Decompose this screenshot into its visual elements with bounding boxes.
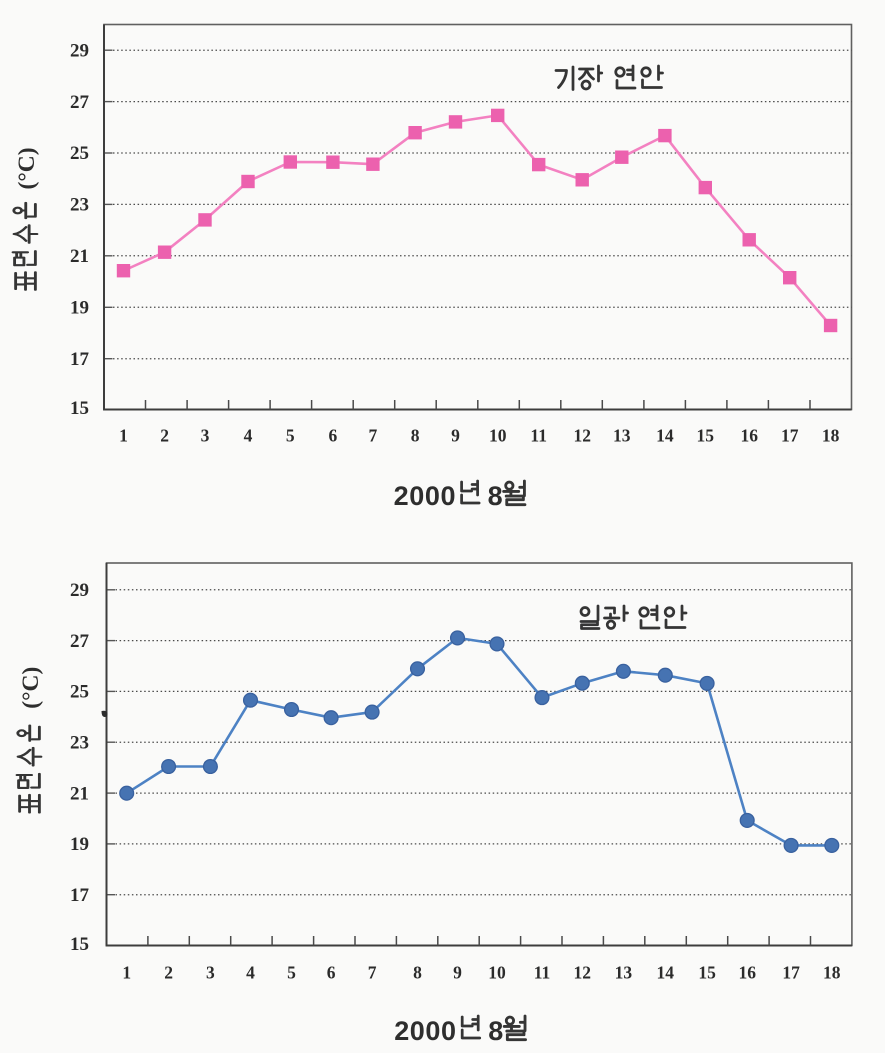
svg-text:4: 4: [246, 963, 255, 983]
svg-text:1: 1: [119, 426, 128, 446]
svg-text:15: 15: [70, 398, 89, 419]
svg-text:25: 25: [70, 143, 89, 164]
svg-text:3: 3: [206, 963, 215, 983]
svg-text:10: 10: [488, 963, 506, 983]
svg-text:11: 11: [530, 426, 547, 446]
svg-text:11: 11: [534, 963, 551, 983]
svg-text:14: 14: [657, 963, 675, 983]
svg-text:19: 19: [70, 298, 89, 319]
svg-text:18: 18: [822, 426, 840, 446]
svg-text:8: 8: [413, 963, 422, 983]
svg-text:8: 8: [488, 481, 503, 511]
svg-text:13: 13: [613, 426, 631, 446]
svg-text:12: 12: [574, 963, 592, 983]
svg-text:5: 5: [286, 426, 295, 446]
svg-text:8: 8: [488, 1016, 503, 1046]
svg-text:2000: 2000: [394, 1016, 456, 1046]
svg-text:4: 4: [244, 426, 253, 446]
svg-text:9: 9: [451, 426, 460, 446]
svg-text:7: 7: [368, 963, 377, 983]
svg-text:12: 12: [573, 426, 591, 446]
svg-text:13: 13: [615, 963, 633, 983]
svg-text:27: 27: [70, 631, 90, 652]
svg-text:2: 2: [160, 426, 169, 446]
svg-text:15: 15: [697, 426, 715, 446]
svg-text:6: 6: [327, 963, 336, 983]
svg-text:1: 1: [122, 963, 131, 983]
svg-text:7: 7: [369, 426, 378, 446]
svg-text:21: 21: [70, 783, 89, 804]
svg-text:16: 16: [738, 963, 756, 983]
svg-text:17: 17: [782, 963, 800, 983]
svg-text:5: 5: [287, 963, 296, 983]
svg-text:17: 17: [781, 426, 799, 446]
svg-text:14: 14: [656, 426, 674, 446]
svg-text:27: 27: [70, 92, 90, 113]
svg-text:23: 23: [70, 195, 89, 216]
svg-text:29: 29: [70, 580, 89, 601]
svg-text:29: 29: [70, 40, 89, 61]
svg-text:9: 9: [453, 963, 462, 983]
svg-text:3: 3: [201, 426, 210, 446]
svg-text:17: 17: [70, 349, 90, 370]
svg-text:2000: 2000: [394, 481, 456, 511]
svg-text:2: 2: [164, 963, 173, 983]
svg-text:19: 19: [70, 834, 89, 855]
svg-text:21: 21: [70, 246, 89, 267]
svg-text:15: 15: [698, 963, 716, 983]
svg-text:(°C): (°C): [14, 147, 40, 189]
svg-text:6: 6: [329, 426, 338, 446]
svg-text:(°C): (°C): [18, 667, 44, 709]
svg-text:15: 15: [70, 934, 89, 955]
svg-text:10: 10: [489, 426, 507, 446]
svg-text:16: 16: [740, 426, 758, 446]
svg-text:17: 17: [70, 885, 90, 906]
svg-text:25: 25: [70, 682, 89, 703]
svg-text:23: 23: [70, 732, 89, 753]
svg-text:8: 8: [411, 426, 420, 446]
svg-text:18: 18: [823, 963, 841, 983]
